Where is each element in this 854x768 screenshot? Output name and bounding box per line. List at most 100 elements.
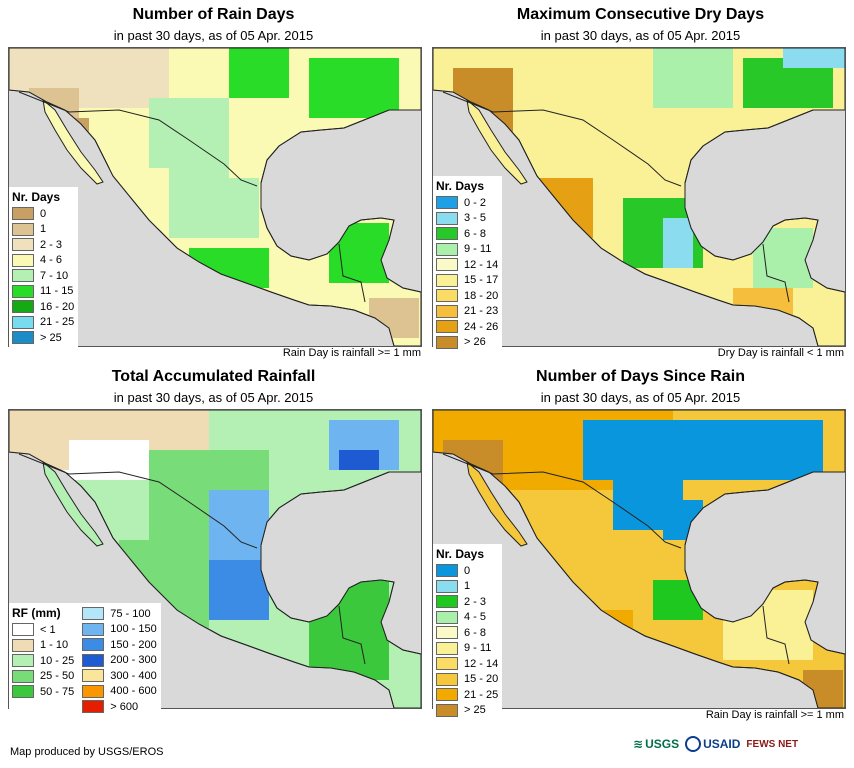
legend-title: Nr. Days: [436, 547, 485, 561]
legend-swatch: [12, 315, 34, 329]
guatemala-border: [762, 605, 790, 665]
usgs-wave-icon: ≋: [633, 737, 644, 751]
panel-footnote: Dry Day is rainfall < 1 mm: [717, 347, 844, 359]
legend-swatch: [82, 638, 105, 652]
legend-max-dry-days: Nr. Days 0 - 2 3 - 5 6 - 8 9 - 11 12 - 14 15 …: [433, 176, 503, 353]
legend-swatch: [12, 207, 34, 221]
legend-label: 150 - 200: [110, 638, 157, 651]
legend-swatch: [12, 284, 34, 298]
panel-footnote: Rain Day is rainfall >= 1 mm: [705, 709, 844, 721]
panel-subtitle: in past 30 days, as of 05 Apr. 2015: [540, 390, 741, 405]
value-patch: [229, 48, 289, 98]
legend-swatch: [436, 657, 458, 671]
legend-item: > 25: [12, 330, 74, 346]
fews-net-logo: FEWS NET: [746, 738, 799, 750]
value-patch: [339, 450, 379, 470]
guatemala-border: [762, 243, 790, 303]
legend-label: > 26: [464, 336, 486, 349]
legend-item: > 600: [82, 699, 156, 715]
legend-swatch: [436, 626, 458, 640]
legend-swatch: [12, 238, 34, 252]
legend-label: 4 - 5: [464, 611, 487, 624]
legend-item: 0 - 2: [436, 195, 498, 211]
legend-label: 18 - 20: [464, 289, 499, 302]
land-value-fill: [9, 48, 419, 338]
legend-label: 21 - 25: [40, 316, 75, 329]
legend-label: 21 - 23: [464, 305, 499, 318]
legend-label: 25 - 50: [40, 670, 75, 683]
legend-swatch: [82, 669, 105, 683]
legend-swatch: [436, 564, 458, 578]
legend-label: 9 - 11: [464, 642, 492, 655]
panel-title: Maximum Consecutive Dry Days: [516, 6, 765, 23]
legend-label: 75 - 100: [110, 607, 151, 620]
legend-item: 200 - 300: [82, 653, 157, 669]
legend-swatch: [436, 688, 458, 702]
legend-label: 1 - 10: [40, 639, 69, 652]
legend-swatch: [12, 685, 34, 699]
legend-label: 0: [40, 207, 47, 220]
legend-label: > 25: [464, 704, 486, 717]
legend-swatch: [436, 211, 458, 225]
legend-label: > 25: [40, 331, 62, 344]
legend-label: 2 - 3: [464, 595, 487, 608]
panel-subtitle: in past 30 days, as of 05 Apr. 2015: [113, 28, 314, 43]
legend-item: 7 - 10: [12, 268, 74, 284]
value-patch: [783, 48, 845, 68]
panel-title: Number of Days Since Rain: [536, 368, 745, 385]
us-mexico-border: [442, 453, 682, 549]
legend-title: Nr. Days: [12, 190, 61, 204]
legend-label: 1: [40, 223, 47, 236]
legend-item: 10 - 25: [12, 653, 74, 669]
legend-item: 1: [436, 579, 498, 595]
legend-item: 4 - 5: [436, 610, 498, 626]
legend-swatch: [12, 638, 34, 652]
legend-item: > 25: [436, 703, 498, 719]
legend-swatch: [436, 335, 458, 349]
legend-item: 0: [12, 206, 74, 222]
legend-swatch: [82, 653, 105, 667]
legend-item: 21 - 23: [436, 304, 498, 320]
usaid-logo: USAID: [685, 736, 740, 752]
value-patch: [653, 48, 733, 108]
value-patch: [309, 58, 399, 118]
value-patch: [209, 560, 269, 620]
legend-label: 100 - 150: [110, 623, 157, 636]
legend-item: 2 - 3: [12, 237, 74, 253]
legend-item: 300 - 400: [82, 668, 157, 684]
legend-item: 3 - 5: [436, 211, 498, 227]
baja-peninsula: [42, 98, 104, 185]
baja-peninsula: [466, 98, 528, 185]
legend-item: 24 - 26: [436, 319, 498, 335]
legend-label: 15 - 17: [464, 274, 499, 287]
legend-days-since-rain: Nr. Days 0 1 2 - 3 4 - 5 6 - 8 9 - 11 12 - 14 1…: [433, 544, 503, 721]
legend-swatch: [12, 623, 34, 637]
legend-swatch: [12, 222, 34, 236]
usgs-logo: ≋ USGS: [633, 737, 680, 751]
legend-item: 400 - 600: [82, 684, 157, 700]
legend-swatch: [436, 320, 458, 334]
legend-swatch: [436, 258, 458, 272]
legend-swatch: [82, 684, 105, 698]
legend-item: 0: [436, 563, 498, 579]
legend-item: 12 - 14: [436, 656, 498, 672]
legend-item: 9 - 11: [436, 242, 498, 258]
legend-label: 50 - 75: [40, 685, 75, 698]
legend-swatch: [12, 253, 34, 267]
legend-label: 10 - 25: [40, 654, 75, 667]
legend-label: 200 - 300: [110, 654, 157, 667]
legend-label: 7 - 10: [40, 269, 69, 282]
map-max-dry-days: [432, 47, 846, 347]
coastline: [9, 48, 421, 346]
value-patch: [149, 98, 229, 178]
panel-days-since-rain: Number of Days Since Rain in past 30 day…: [427, 362, 854, 742]
legend-title: RF (mm): [12, 606, 61, 620]
panel-subtitle: in past 30 days, as of 05 Apr. 2015: [113, 390, 314, 405]
legend-label: 300 - 400: [110, 669, 157, 682]
baja-peninsula: [42, 460, 104, 547]
map-canvas: [433, 48, 845, 346]
guatemala-border: [338, 243, 366, 303]
legend-swatch: [436, 242, 458, 256]
legend-swatch: [82, 700, 105, 714]
guatemala-border: [338, 605, 366, 665]
